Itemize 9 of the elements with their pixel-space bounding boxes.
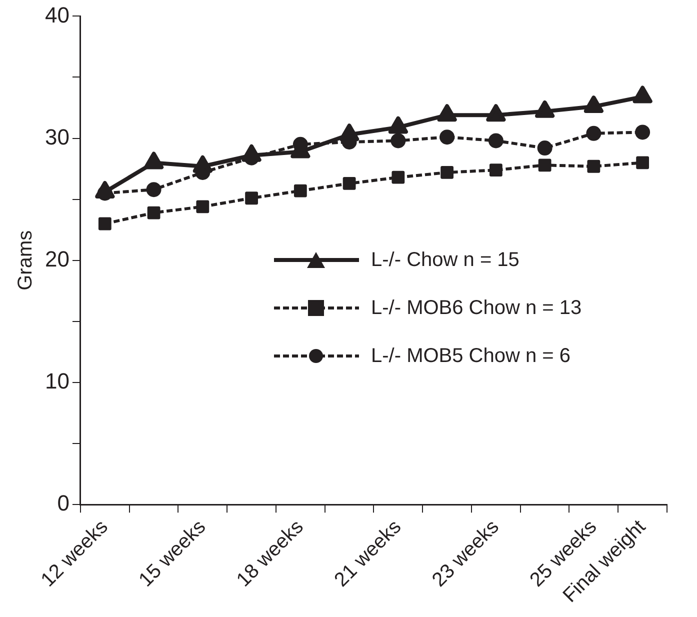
legend-label: L-/- MOB6 Chow n = 13 [371, 296, 582, 320]
y-tick-label: 10 [44, 368, 70, 394]
y-tick-label: 0 [57, 490, 70, 516]
legend-label: L-/- MOB5 Chow n = 6 [371, 344, 571, 368]
y-axis-title: Grams [14, 230, 37, 290]
legend-label: L-/- Chow n = 15 [371, 248, 520, 272]
y-tick-label: 40 [44, 2, 70, 28]
y-tick-label: 20 [44, 246, 70, 272]
y-tick-label: 30 [44, 124, 70, 150]
